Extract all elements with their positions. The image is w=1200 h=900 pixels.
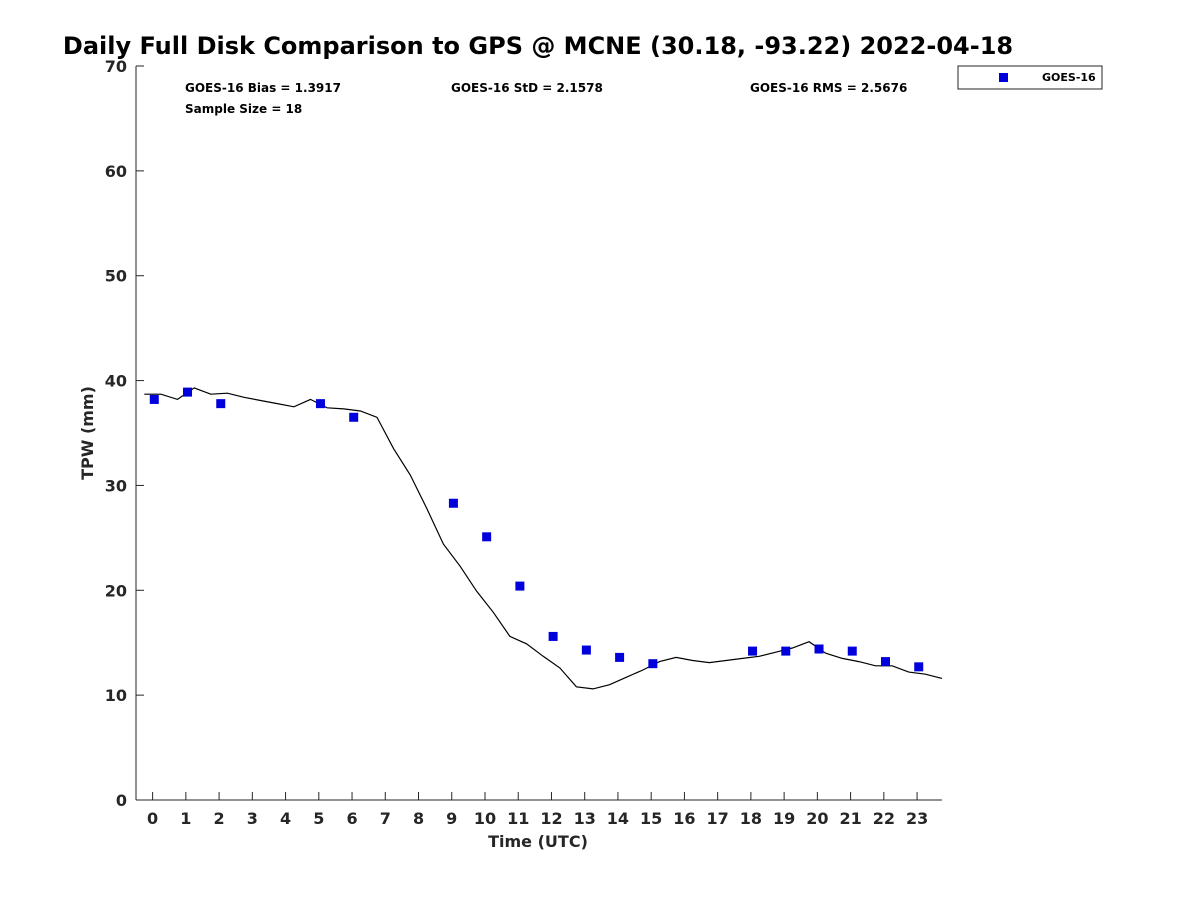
- goes-data-point: [349, 412, 359, 422]
- goes-data-point: [548, 631, 558, 641]
- y-tick-label: 50: [105, 267, 127, 286]
- x-axis-label: Time (UTC): [488, 832, 588, 851]
- legend: GOES-16: [957, 65, 1103, 90]
- goes-data-point: [515, 581, 525, 591]
- x-tick-label: 12: [540, 809, 562, 828]
- goes-data-point: [781, 646, 791, 656]
- x-tick-label: 14: [607, 809, 629, 828]
- x-tick-label: 16: [673, 809, 695, 828]
- goes-data-point: [149, 394, 159, 404]
- gps-line-layer: [144, 387, 943, 690]
- goes-marker-layer: [149, 387, 924, 672]
- goes-data-point: [914, 662, 924, 672]
- x-tick-label: 3: [247, 809, 258, 828]
- x-tick-label: 13: [574, 809, 596, 828]
- goes-data-point: [615, 652, 625, 662]
- x-ticks: 0 1 2 3 4 5 6 7 8 9 10 11 12 13 14 15 16 17 18 19 20 21 22 23: [147, 792, 928, 828]
- goes-data-point: [581, 645, 591, 655]
- y-tick-label: 60: [105, 162, 127, 181]
- legend-label: GOES-16: [1042, 71, 1096, 84]
- y-tick-label: 20: [105, 581, 127, 600]
- goes-data-point: [880, 657, 890, 667]
- x-tick-label: 22: [873, 809, 895, 828]
- sample-size-stat: Sample Size = 18: [185, 102, 302, 116]
- y-tick-label: 10: [105, 686, 127, 705]
- x-tick-label: 5: [313, 809, 324, 828]
- x-tick-label: 9: [446, 809, 457, 828]
- x-tick-label: 11: [507, 809, 529, 828]
- goes-data-point: [315, 399, 325, 409]
- goes-data-point: [448, 498, 458, 508]
- x-tick-label: 23: [906, 809, 928, 828]
- legend-box: [957, 65, 1103, 90]
- rms-stat: GOES-16 RMS = 2.5676: [750, 81, 907, 95]
- y-ticks: 0 10 20 30 40 50 60 70: [105, 57, 144, 810]
- goes-data-point: [814, 644, 824, 654]
- goes-data-point: [183, 387, 193, 397]
- x-tick-label: 17: [707, 809, 729, 828]
- goes-data-point: [648, 659, 658, 669]
- x-tick-label: 8: [413, 809, 424, 828]
- x-tick-label: 1: [180, 809, 191, 828]
- x-tick-label: 6: [346, 809, 357, 828]
- x-tick-label: 19: [773, 809, 795, 828]
- y-tick-label: 30: [105, 476, 127, 495]
- x-tick-label: 15: [640, 809, 662, 828]
- goes-data-point: [847, 646, 857, 656]
- x-tick-label: 2: [214, 809, 225, 828]
- y-tick-label: 0: [116, 791, 127, 810]
- goes-data-point: [748, 646, 758, 656]
- x-tick-label: 20: [806, 809, 828, 828]
- x-tick-label: 7: [380, 809, 391, 828]
- gps-tpw-line: [144, 387, 943, 690]
- x-tick-label: 18: [740, 809, 762, 828]
- x-tick-label: 0: [147, 809, 158, 828]
- x-tick-label: 21: [839, 809, 861, 828]
- bias-stat: GOES-16 Bias = 1.3917: [185, 81, 341, 95]
- legend-marker: [999, 73, 1008, 82]
- goes-data-point: [216, 399, 226, 409]
- goes-data-point: [482, 532, 492, 542]
- x-tick-label: 4: [280, 809, 291, 828]
- y-tick-label: 40: [105, 372, 127, 391]
- plot-area: [135, 66, 942, 801]
- y-tick-label: 70: [105, 57, 127, 76]
- std-stat: GOES-16 StD = 2.1578: [451, 81, 603, 95]
- chart-title: Daily Full Disk Comparison to GPS @ MCNE…: [63, 32, 1013, 60]
- x-tick-label: 10: [474, 809, 496, 828]
- y-axis-label: TPW (mm): [78, 386, 97, 480]
